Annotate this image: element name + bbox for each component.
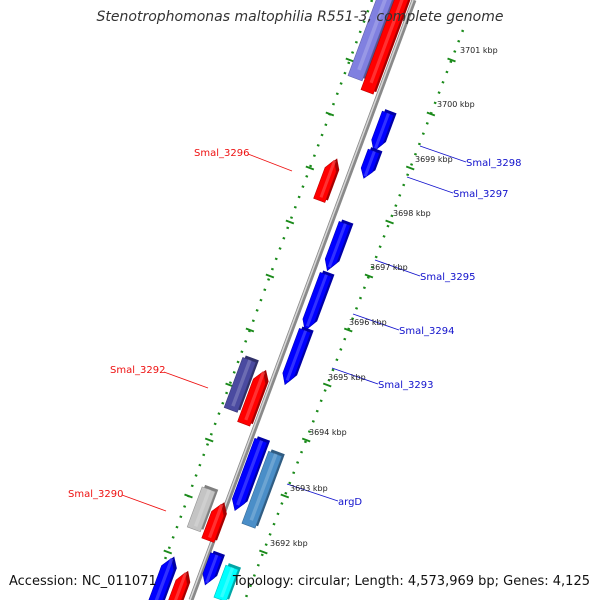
gene-label-smal-3292[interactable]: Smal_3292 (110, 365, 165, 376)
right-tick-rail (243, 29, 465, 600)
gene-highlight (357, 0, 387, 71)
gene-label-argd[interactable]: argD (338, 497, 362, 508)
gene-highlight (208, 503, 224, 539)
tick-mark (325, 111, 335, 117)
gene-highlight (174, 572, 188, 600)
left-tick-rail (148, 0, 374, 600)
gene-label-smal-3290[interactable]: Smal_3290 (68, 489, 123, 500)
pointer-line (331, 367, 379, 385)
tick-mark (426, 111, 436, 117)
tick-mark (280, 493, 290, 499)
pointer-line (163, 371, 209, 389)
kbp-label: 3700 kbp (437, 100, 475, 109)
gene-smal-3293[interactable] (282, 326, 314, 386)
gene-bottom-red[interactable] (164, 570, 191, 600)
gene-highlight (220, 567, 235, 598)
gene-label-smal-3296[interactable]: Smal_3296 (194, 148, 249, 159)
gene-highlight (374, 112, 390, 149)
tick-mark (305, 165, 315, 171)
tick-mark (345, 57, 355, 63)
topology-text: Topology: circular; Length: 4,573,969 bp… (232, 574, 590, 589)
gene-bottom-cyan[interactable] (213, 563, 242, 600)
gene-left-top[interactable] (347, 0, 402, 82)
gene-bottom-blue[interactable] (202, 550, 225, 586)
gene-highlight (244, 371, 266, 421)
kbp-label: 3692 kbp (270, 539, 308, 548)
kbp-label: 3693 kbp (290, 484, 328, 493)
gene-highlight (193, 488, 211, 527)
gene-label-smal-3298[interactable]: Smal_3298 (466, 158, 521, 169)
gene-bottom-left[interactable] (147, 556, 177, 600)
gene-smal-3291[interactable] (237, 369, 269, 427)
gene-highlight (327, 223, 347, 268)
gene-highlight (249, 453, 278, 521)
gene-highlight (285, 330, 307, 381)
kbp-label: 3698 kbp (393, 209, 431, 218)
gene-argd-left[interactable] (232, 436, 271, 511)
genome-backbone-highlight (189, 0, 414, 600)
gene-smal-3294[interactable] (302, 270, 335, 332)
gene-label-smal-3295[interactable]: Smal_3295 (420, 272, 475, 283)
gene-label-smal-3294[interactable]: Smal_3294 (399, 326, 454, 337)
kbp-label: 3697 kbp (370, 263, 408, 272)
pointer-line (121, 494, 167, 512)
gene-smal-3298[interactable] (371, 109, 397, 152)
tick-mark (364, 273, 374, 279)
kbp-label: 3694 kbp (309, 428, 347, 437)
gene-smal-3290[interactable] (186, 484, 219, 533)
tick-mark (285, 219, 295, 225)
gene-smal-3292[interactable] (223, 355, 259, 413)
tick-mark (259, 549, 268, 555)
tick-mark (301, 437, 311, 443)
kbp-label: 3699 kbp (415, 155, 453, 164)
pointer-line (419, 145, 467, 163)
kbp-label: 3695 kbp (328, 373, 366, 382)
gene-label-smal-3297[interactable]: Smal_3297 (453, 189, 508, 200)
kbp-label: 3696 kbp (349, 318, 387, 327)
gene-highlight (231, 359, 252, 407)
tick-mark (204, 437, 214, 443)
tick-mark (265, 273, 275, 279)
gene-argd[interactable] (241, 449, 285, 529)
tick-mark (447, 57, 456, 63)
genome-title: Stenotrophomonas maltophilia R551-3, com… (96, 9, 504, 25)
pointer-line (374, 259, 421, 277)
gene-highlight (305, 274, 328, 327)
tick-mark (163, 549, 173, 555)
pointer-line (247, 153, 293, 172)
gene-highlight (154, 558, 174, 600)
tick-mark (405, 165, 415, 171)
gene-smal-3295[interactable] (324, 219, 354, 272)
tick-mark (343, 327, 353, 333)
gene-track (147, 0, 416, 600)
gene-highlight (205, 554, 219, 584)
gene-highlight (319, 160, 337, 198)
kbp-label: 3701 kbp (460, 46, 498, 55)
label-pointers (121, 145, 467, 512)
pointer-line (406, 176, 454, 194)
gene-highlight (236, 440, 264, 506)
genome-backbone (188, 0, 417, 600)
pointer-line (352, 313, 400, 331)
gene-smal-3297[interactable] (360, 147, 383, 179)
tick-mark (245, 327, 255, 333)
gene-smal-3289[interactable] (201, 502, 227, 543)
gene-right-top[interactable] (360, 0, 416, 95)
tick-mark (184, 493, 193, 499)
accession-text: Accession: NC_011071 (9, 574, 157, 589)
gene-highlight (363, 150, 376, 177)
pointer-line (286, 483, 339, 502)
gene-label-smal-3293[interactable]: Smal_3293 (378, 380, 433, 391)
major-ticks (163, 57, 456, 555)
tick-mark (322, 382, 332, 388)
gene-smal-3296[interactable] (313, 158, 340, 203)
gene-highlight (369, 0, 404, 84)
tick-mark (385, 219, 394, 225)
